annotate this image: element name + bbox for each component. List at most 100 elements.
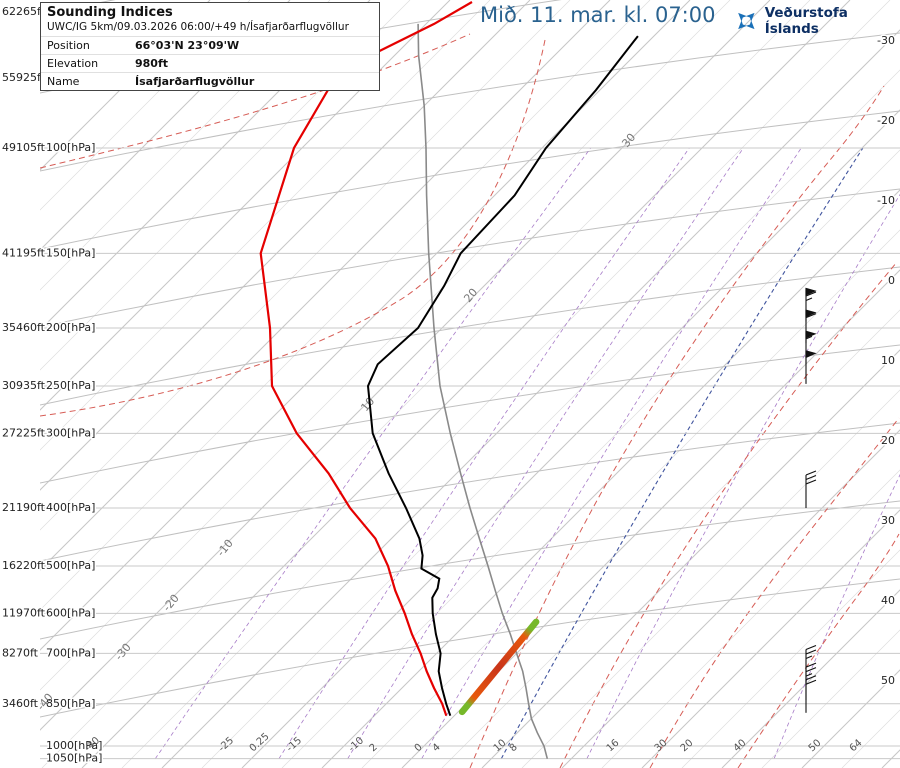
met-office-brand: Veðurstofa Íslands bbox=[733, 5, 900, 37]
sounding-curves bbox=[259, 1, 817, 759]
position-label: Position bbox=[47, 39, 90, 52]
valid-time-label: Mið. 11. mar. kl. 07:00 bbox=[480, 3, 716, 27]
wind-barb bbox=[805, 675, 817, 713]
moist-adiabat-line bbox=[40, 39, 546, 417]
pressure-label: 500[hPa] bbox=[46, 559, 95, 572]
isotherm-line bbox=[521, 389, 900, 768]
altitude-label: 21190ft bbox=[2, 501, 46, 514]
temperature-label: 40 bbox=[881, 594, 895, 607]
isotherm-line bbox=[641, 509, 900, 768]
isotherm-line bbox=[40, 0, 731, 691]
isotherm-line bbox=[40, 0, 371, 331]
isotherm-line bbox=[161, 29, 900, 768]
mixing-ratio-line bbox=[278, 147, 690, 759]
adiabat-label: -10 bbox=[214, 537, 236, 559]
sounding-info-box: Sounding Indices UWC/IG 5km/09.03.2026 0… bbox=[40, 2, 380, 91]
isotherm-line bbox=[40, 0, 331, 291]
isotherm-line bbox=[681, 549, 900, 768]
isotherm-line bbox=[401, 269, 900, 768]
bottom-grid-label: 20 bbox=[679, 738, 696, 755]
name-value: Ísafjarðarflugvöllur bbox=[135, 75, 255, 88]
pressure-label: 250[hPa] bbox=[46, 379, 95, 392]
moist-adiabat-line bbox=[559, 261, 898, 768]
dry-adiabat-line bbox=[40, 266, 900, 406]
altitude-label: 16220ft bbox=[2, 559, 46, 572]
info-title: Sounding Indices bbox=[47, 5, 173, 20]
isotherm-line bbox=[40, 0, 611, 571]
wind-barb bbox=[805, 350, 817, 384]
temperature-label: -20 bbox=[877, 114, 895, 127]
moist-adiabat-line bbox=[649, 417, 900, 768]
moist-adiabat-line bbox=[737, 533, 900, 768]
bottom-grid-label: -10 bbox=[347, 735, 367, 754]
wind-barb bbox=[805, 287, 817, 322]
dry-adiabat-line bbox=[40, 422, 900, 562]
pressure-label: 200[hPa] bbox=[46, 321, 95, 334]
mixing-ratio-line bbox=[773, 473, 900, 759]
isotherm-line bbox=[40, 0, 651, 611]
bottom-grid-label: 0 bbox=[413, 742, 425, 754]
adiabat-label: 10 bbox=[358, 395, 377, 414]
isotherm-line bbox=[40, 0, 531, 491]
wind-barb bbox=[805, 470, 817, 509]
isotherm-line bbox=[40, 0, 411, 371]
pressure-label: 1000[hPa] bbox=[46, 739, 102, 752]
altitude-label: 3460ft bbox=[2, 697, 39, 710]
isotherm-line bbox=[41, 0, 811, 768]
isotherm-line bbox=[121, 0, 891, 768]
parcel-curve bbox=[417, 23, 549, 759]
altitude-label: 11970ft bbox=[2, 606, 46, 619]
isotherm-line bbox=[40, 0, 571, 531]
isotherm-line bbox=[721, 589, 900, 768]
isotherm-line bbox=[601, 469, 900, 768]
temperature-label: 0 bbox=[888, 274, 895, 287]
bottom-grid-label: 40 bbox=[732, 738, 749, 755]
temperature-curve bbox=[366, 35, 639, 717]
isotherm-line bbox=[40, 0, 291, 251]
temperature-label: 50 bbox=[881, 674, 895, 687]
dry-adiabat-line bbox=[40, 188, 900, 328]
pressure-label: 300[hPa] bbox=[46, 426, 95, 439]
elevation-label: Elevation bbox=[47, 57, 99, 70]
isotherm-line bbox=[40, 0, 451, 411]
mixing-ratio-line bbox=[347, 147, 744, 759]
dry-adiabat-line bbox=[40, 32, 900, 172]
isotherm-line bbox=[40, 0, 691, 651]
isotherm-line bbox=[761, 629, 900, 768]
adiabat-label: -30 bbox=[112, 641, 134, 663]
temperature-label: -30 bbox=[877, 34, 895, 47]
adiabat-label: 20 bbox=[461, 286, 480, 305]
logo-text: Veðurstofa Íslands bbox=[764, 5, 848, 37]
altitude-label: 27225ft bbox=[2, 426, 46, 439]
altitude-label: 62265ft bbox=[2, 5, 46, 18]
bottom-grid-label: -25 bbox=[217, 735, 237, 754]
pressure-label: 100[hPa] bbox=[46, 141, 95, 154]
isotherm-line bbox=[481, 349, 900, 768]
pressure-label: 700[hPa] bbox=[46, 646, 95, 659]
vedurstofa-logo-icon bbox=[738, 12, 755, 30]
isotherm-line bbox=[81, 0, 851, 768]
position-value: 66°03'N 23°09'W bbox=[135, 39, 240, 52]
bottom-grid-label: 10 bbox=[492, 738, 509, 755]
altitude-label: 30935ft bbox=[2, 379, 46, 392]
info-row-name: Name Ísafjarðarflugvöllur bbox=[41, 72, 379, 90]
temperature-label: 20 bbox=[881, 434, 895, 447]
dry-adiabat-line bbox=[40, 500, 900, 640]
info-row-position: Position 66°03'N 23°09'W bbox=[41, 36, 379, 54]
altitude-label: 41195ft bbox=[2, 246, 46, 259]
isotherm-line bbox=[40, 0, 211, 171]
bottom-grid-label: 30 bbox=[653, 738, 670, 755]
pressure-label: 600[hPa] bbox=[46, 606, 95, 619]
dry-adiabat-line bbox=[40, 110, 900, 250]
name-label: Name bbox=[47, 75, 80, 88]
bottom-grid-label: 8 bbox=[508, 742, 520, 754]
isotherm-line bbox=[241, 109, 900, 768]
mixing-ratio-line bbox=[154, 147, 592, 759]
dewpoint-curve bbox=[259, 1, 473, 717]
bottom-grid-label: 4 bbox=[431, 742, 443, 754]
elevation-value: 980ft bbox=[135, 57, 169, 70]
temperature-label: -10 bbox=[877, 194, 895, 207]
isotherm-line bbox=[40, 0, 491, 451]
